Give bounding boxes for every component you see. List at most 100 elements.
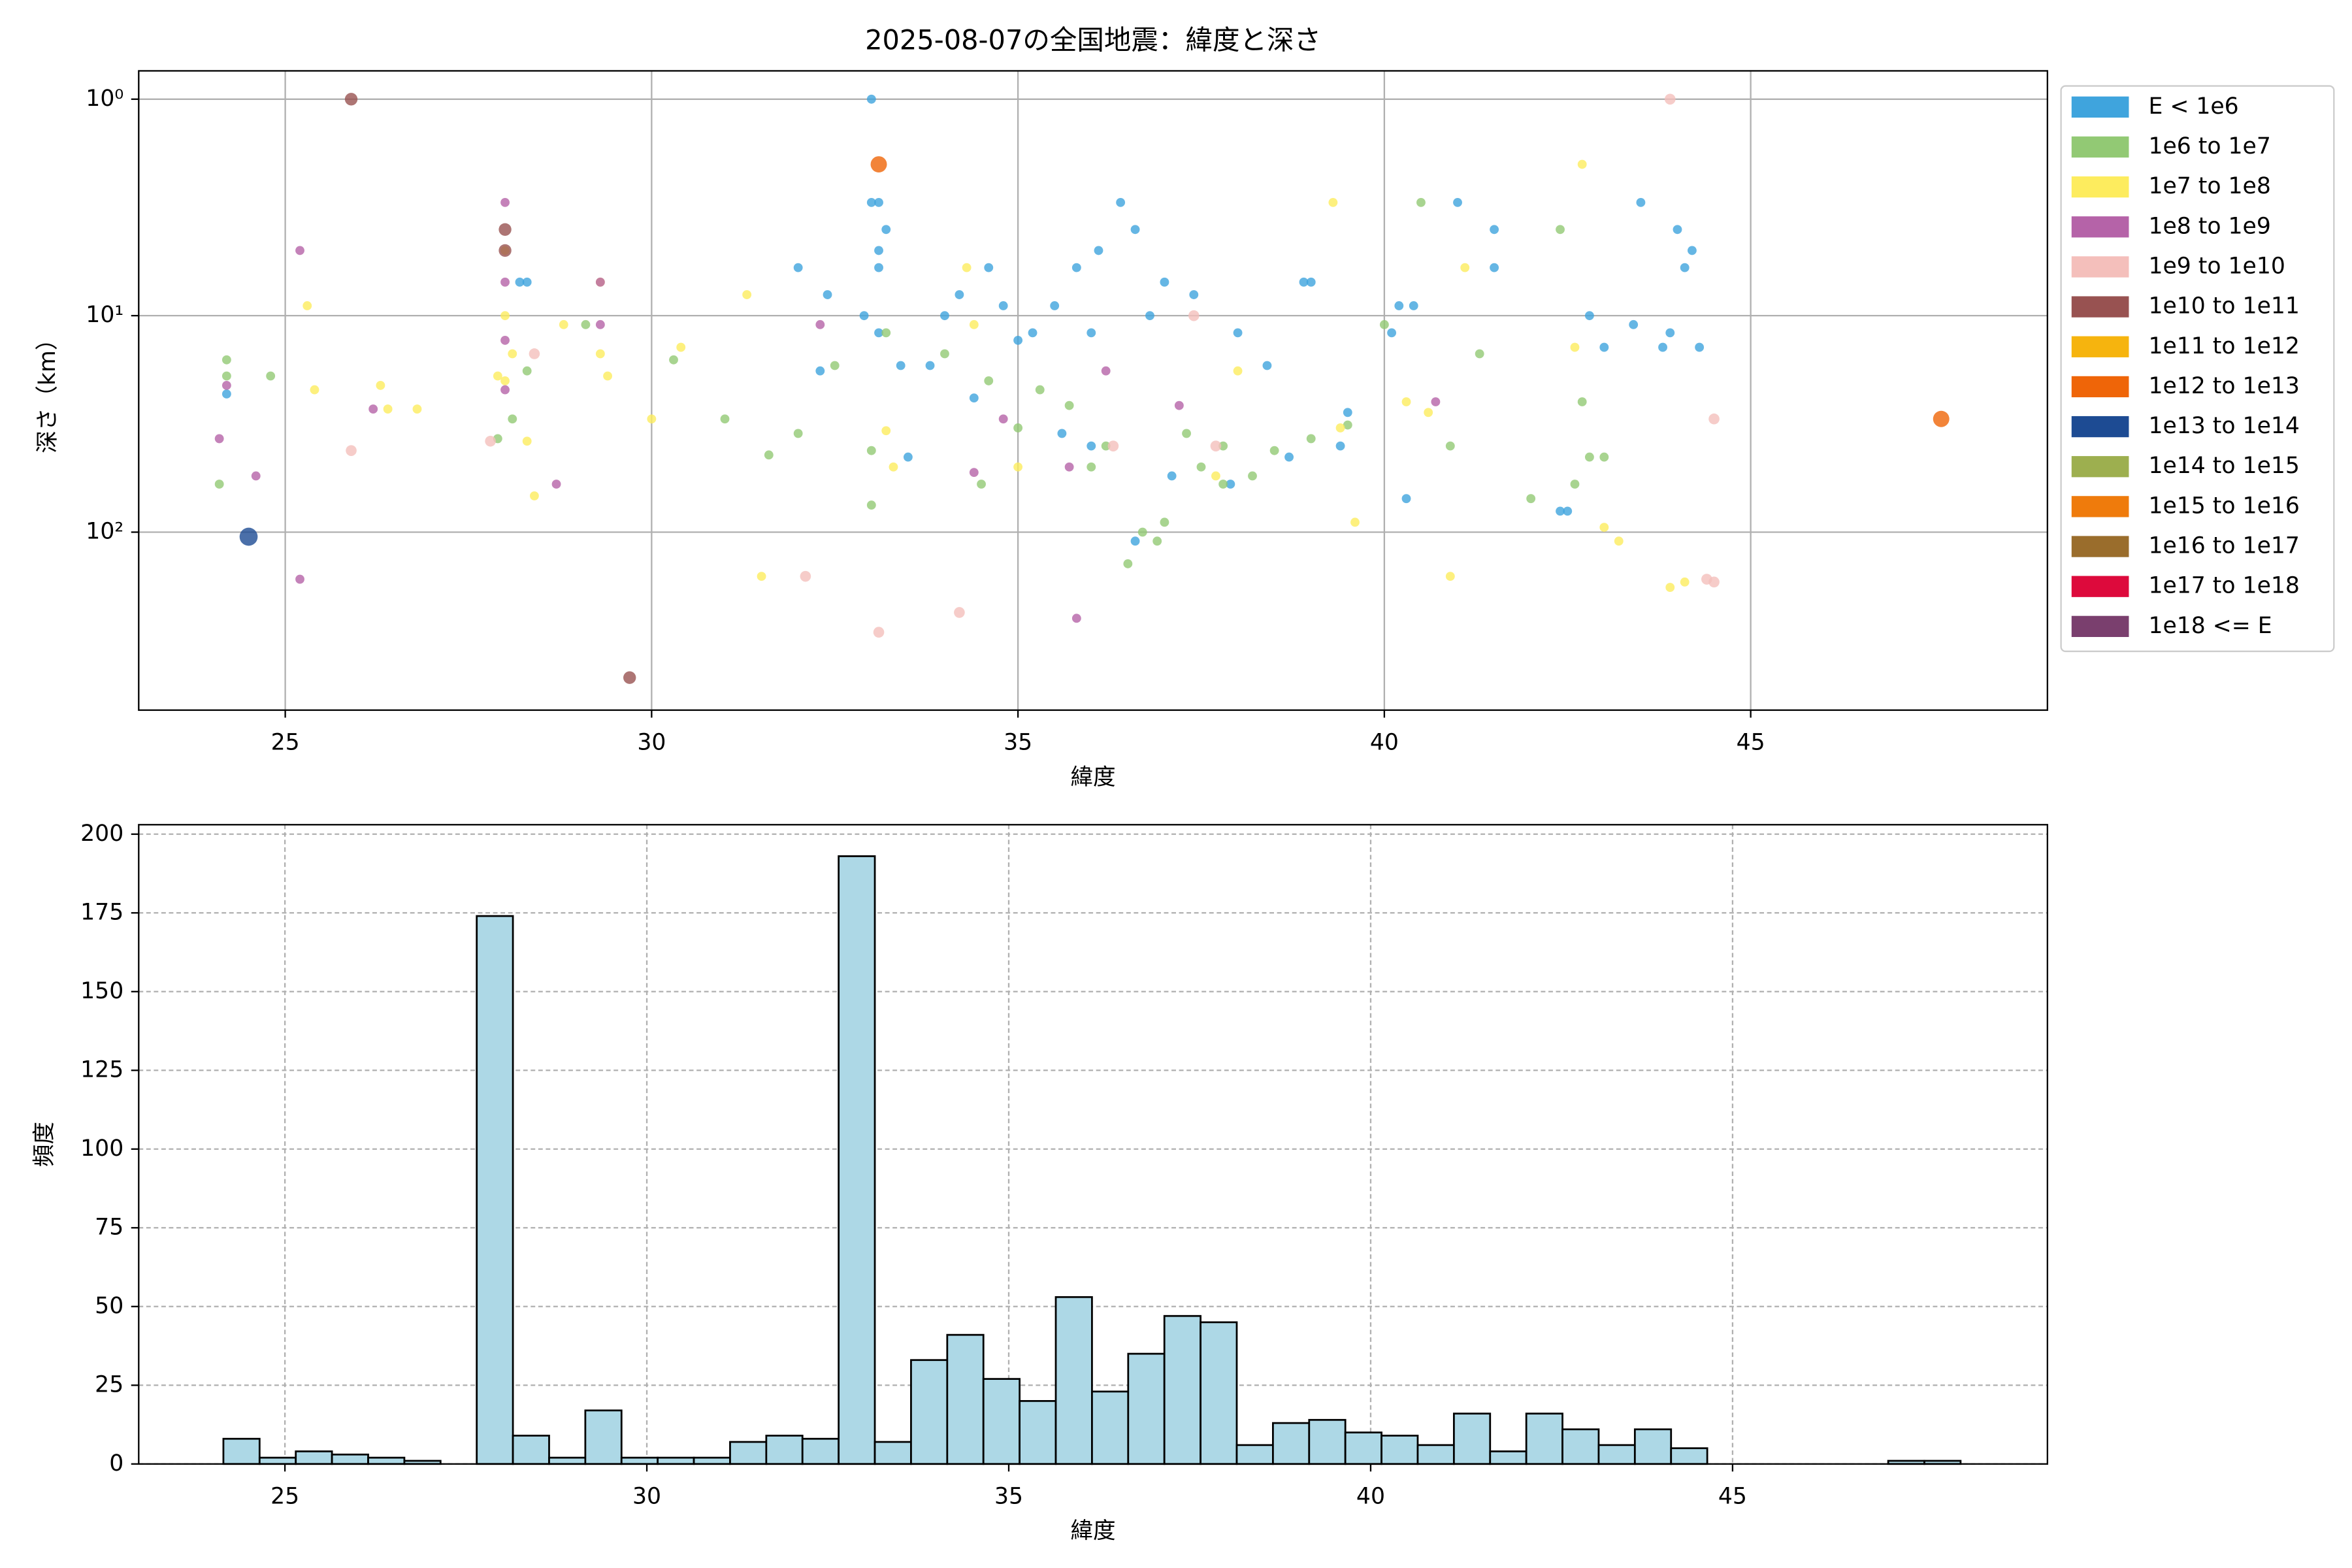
point — [1101, 441, 1111, 451]
point — [984, 376, 994, 385]
point — [1130, 536, 1140, 546]
point — [1335, 423, 1345, 433]
legend-label: 1e14 to 1e15 — [2148, 453, 2299, 479]
point — [647, 414, 657, 424]
point — [1035, 385, 1045, 395]
point — [603, 371, 612, 381]
x-tick-label: 35 — [1004, 730, 1032, 756]
legend-swatch — [2071, 176, 2129, 198]
point — [1182, 429, 1191, 438]
point — [1226, 480, 1235, 489]
legend-label: 1e17 to 1e18 — [2148, 573, 2299, 599]
point — [1680, 577, 1690, 587]
y-tick-label: 10⁰ — [86, 86, 123, 112]
point — [1188, 310, 1200, 321]
point — [903, 452, 913, 462]
point — [1460, 263, 1470, 272]
point — [1343, 420, 1352, 430]
point — [383, 404, 393, 414]
bar — [1597, 1444, 1636, 1465]
point — [266, 371, 276, 381]
legend-label: 1e16 to 1e17 — [2148, 533, 2299, 559]
point — [742, 290, 752, 299]
point — [881, 225, 891, 235]
point — [214, 480, 224, 489]
chart-title: 2025-08-07の全国地震：緯度と深さ — [865, 24, 1321, 56]
point — [859, 311, 869, 321]
point — [1101, 366, 1111, 376]
point — [1064, 400, 1074, 410]
point — [295, 574, 304, 584]
x-tick-label: 30 — [637, 730, 666, 756]
y-axis-label: 頻度 — [31, 1122, 57, 1167]
bar — [258, 1456, 297, 1465]
point — [1071, 613, 1081, 623]
bar — [1054, 1296, 1093, 1465]
point — [1665, 583, 1675, 593]
point — [1306, 277, 1316, 287]
y-tick-label: 100 — [80, 1135, 123, 1162]
point — [1687, 246, 1697, 255]
point — [1328, 197, 1338, 207]
legend-swatch — [2071, 536, 2129, 557]
point — [969, 319, 979, 329]
legend-label: 1e11 to 1e12 — [2148, 333, 2299, 359]
point — [1665, 328, 1675, 338]
point — [515, 277, 525, 287]
legend-swatch — [2071, 416, 2129, 438]
legend-swatch — [2071, 296, 2129, 318]
plot-frame — [138, 70, 2048, 711]
point — [874, 263, 883, 272]
point — [1526, 494, 1536, 504]
bar — [693, 1456, 731, 1465]
point — [764, 450, 774, 460]
bar — [367, 1456, 406, 1465]
point — [595, 349, 605, 359]
bar — [657, 1456, 695, 1465]
bar — [1235, 1444, 1274, 1465]
point — [1094, 246, 1103, 255]
point — [1218, 480, 1228, 489]
point — [1453, 197, 1462, 207]
bar — [1525, 1413, 1563, 1465]
point — [1086, 462, 1096, 472]
x-tick-label: 40 — [1356, 1484, 1385, 1510]
point — [221, 371, 231, 381]
point — [1071, 263, 1081, 272]
y-tick-label: 175 — [80, 899, 123, 925]
point — [1614, 536, 1624, 546]
legend-label: 1e18 <= E — [2148, 613, 2272, 639]
y-tick-label: 10² — [86, 518, 123, 544]
point — [508, 414, 517, 424]
point — [800, 570, 811, 582]
bar — [729, 1441, 768, 1465]
point — [1577, 397, 1587, 406]
bar — [1200, 1321, 1238, 1465]
point — [1445, 441, 1455, 451]
point — [676, 342, 686, 352]
point — [1599, 342, 1609, 352]
point — [1284, 452, 1294, 462]
point — [874, 328, 883, 338]
point — [720, 414, 730, 424]
point — [1409, 301, 1418, 310]
point — [1629, 319, 1639, 329]
bar — [1452, 1413, 1492, 1465]
point — [1269, 446, 1279, 455]
point — [1490, 225, 1499, 235]
point — [1160, 517, 1169, 527]
bar — [620, 1456, 659, 1465]
point — [498, 244, 512, 257]
x-tick-label: 30 — [632, 1484, 661, 1510]
point — [1556, 506, 1565, 516]
bar — [1272, 1422, 1311, 1465]
point — [221, 380, 231, 390]
point — [1599, 523, 1609, 532]
point — [1599, 452, 1609, 462]
legend-swatch — [2071, 96, 2129, 118]
point — [595, 277, 605, 287]
point — [1416, 197, 1426, 207]
point — [500, 376, 510, 385]
point — [1335, 441, 1345, 451]
legend-label: E < 1e6 — [2148, 93, 2238, 120]
